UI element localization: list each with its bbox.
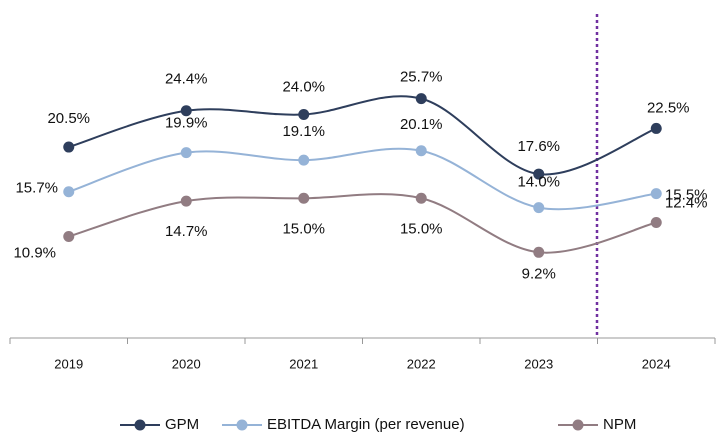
data-label: 24.0% [282, 78, 325, 95]
data-point [533, 168, 545, 180]
data-label: 19.1% [282, 123, 325, 140]
data-point [650, 217, 662, 229]
data-point [63, 141, 75, 153]
series-line [68, 147, 657, 211]
data-label: 15.5% [665, 187, 708, 204]
data-label: 14.0% [517, 174, 560, 191]
data-point [533, 202, 545, 214]
data-point [298, 154, 310, 166]
x-tick-label: 2019 [54, 356, 83, 371]
data-label: 14.7% [165, 223, 208, 240]
data-point [650, 188, 662, 200]
legend-label: GPM [165, 416, 199, 433]
data-label: 15.7% [15, 180, 58, 197]
data-label: 15.0% [282, 220, 325, 237]
data-point [298, 192, 310, 204]
data-point [650, 122, 662, 134]
data-point [415, 192, 427, 204]
x-tick-label: 2023 [524, 356, 553, 371]
data-label: 25.7% [400, 69, 443, 86]
data-label: 22.5% [647, 99, 690, 116]
x-tick-label: 2024 [642, 356, 671, 371]
data-label: 9.2% [522, 265, 556, 282]
data-point [180, 195, 192, 207]
legend-label: EBITDA Margin (per revenue) [267, 416, 465, 433]
x-tick-label: 2022 [407, 356, 436, 371]
data-label: 17.6% [517, 138, 560, 155]
data-label: 19.9% [165, 115, 208, 132]
data-point [180, 147, 192, 159]
legend-marker [236, 419, 248, 431]
data-label: 20.1% [400, 116, 443, 133]
data-label: 20.5% [47, 110, 90, 127]
data-label: 12.4% [665, 194, 708, 211]
legend-label: NPM [603, 416, 636, 433]
data-point [415, 93, 427, 105]
data-point [63, 186, 75, 198]
x-tick-label: 2021 [289, 356, 318, 371]
data-label: 10.9% [13, 244, 56, 261]
data-point [298, 108, 310, 120]
series-line [68, 95, 657, 176]
data-point [533, 246, 545, 258]
legend-marker [572, 419, 584, 431]
data-label: 24.4% [165, 71, 208, 88]
series-line [68, 193, 657, 254]
data-label: 15.0% [400, 220, 443, 237]
data-point [415, 145, 427, 157]
data-point [63, 230, 75, 242]
legend-marker [134, 419, 146, 431]
x-tick-label: 2020 [172, 356, 201, 371]
data-point [180, 105, 192, 117]
